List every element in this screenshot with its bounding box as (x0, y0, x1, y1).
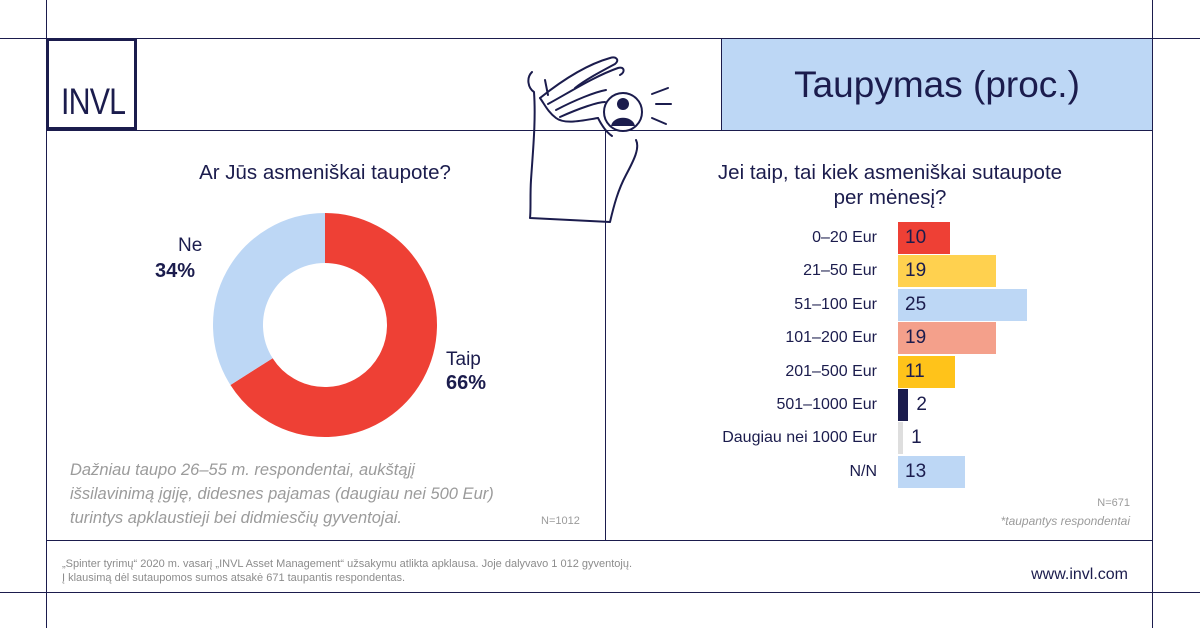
title-box: Taupymas (proc.) (721, 38, 1153, 131)
insight-note: Dažniau taupo 26–55 m. respondentai, auk… (70, 458, 600, 530)
website-link[interactable]: www.invl.com (1031, 566, 1128, 583)
left-sample-size: N=1012 (541, 515, 580, 527)
note-line: turintys apklaustieji bei didmiesčių gyv… (70, 509, 402, 527)
content-bottom-rule (46, 540, 1152, 541)
footer-rule (0, 592, 1200, 593)
left-rule (46, 0, 47, 628)
footer-source-line: Į klausimą dėl sutaupomos sumos atsakė 6… (62, 572, 406, 584)
page-title: Taupymas (proc.) (794, 63, 1080, 105)
bar-row: 51–100 Eur 25 (690, 288, 1140, 321)
donut-slice-taip (230, 213, 437, 437)
bar-category-label: 501–1000 Eur (776, 396, 877, 413)
bar-row: 201–500 Eur 11 (690, 355, 1140, 388)
bar-category-label: Daugiau nei 1000 Eur (722, 429, 877, 447)
bar-category-label: 0–20 Eur (812, 229, 877, 246)
donut-label-taip: Taip (446, 349, 481, 370)
bar-category-label: 101–200 Eur (785, 329, 877, 347)
bar-row: 101–200 Eur 19 (690, 322, 1140, 355)
top-rule (0, 38, 1200, 39)
right-rule (1152, 0, 1153, 628)
bar-chart-title-line: Jei taip, tai kiek asmeniškai sutaupote (717, 161, 1063, 184)
donut-chart-title: Ar Jūs asmeniškai taupote? (199, 161, 451, 184)
bar-row: Daugiau nei 1000 Eur 1 (690, 422, 1140, 455)
bar (898, 255, 997, 288)
bar (898, 455, 966, 488)
donut-slice-ne (213, 213, 326, 385)
bar-chart-title-line: per mėnesį? (833, 186, 947, 209)
bar-value-label: 11 (905, 360, 925, 382)
right-footnote: *taupantys respondentai (1000, 514, 1130, 528)
bar-category-label: 21–50 Eur (803, 262, 877, 280)
bar (898, 355, 955, 388)
brand-logo[interactable]: INVL (46, 38, 137, 130)
bar-row: N/N 13 (690, 455, 1140, 488)
donut-label-ne: Ne (178, 235, 203, 256)
bar-row: 0–20 Eur 10 (690, 222, 1140, 254)
right-sample-size: N=671 (1097, 497, 1130, 509)
bar-value-label: 10 (905, 227, 927, 248)
bar-value-label: 1 (911, 427, 922, 449)
bar-chart: 0–20 Eur 10 21–50 Eur 19 51–100 Eur 25 101–200… (690, 222, 1140, 492)
header-bottom-rule (46, 130, 1152, 131)
center-divider (605, 130, 606, 540)
bar-value-label: 13 (905, 460, 927, 482)
bar-row: 21–50 Eur 19 (690, 255, 1140, 288)
bar-value-label: 25 (905, 293, 927, 315)
bar-chart-title: Jei taip, tai kiek asmeniškai sutaupote … (690, 160, 1090, 210)
bar-value-label: 2 (916, 394, 927, 415)
bar (898, 422, 904, 455)
donut-value-ne: 34% (155, 260, 196, 282)
bar-value-label: 19 (905, 260, 927, 282)
logo-text: INVL (61, 81, 126, 122)
bar-row: 501–1000 Eur 2 (690, 389, 1140, 421)
bar (898, 389, 909, 421)
bar-category-label: 201–500 Eur (785, 362, 877, 380)
hand-holding-coin-icon (527, 56, 672, 223)
bar-category-label: 51–100 Eur (794, 295, 877, 313)
note-line: Dažniau taupo 26–55 m. respondentai, auk… (70, 461, 415, 479)
bar-value-label: 19 (905, 327, 927, 349)
footer-source-line: „Spinter tyrimų“ 2020 m. vasarį „INVL As… (62, 558, 633, 570)
bar (898, 322, 997, 355)
donut-chart (213, 213, 437, 437)
bar (898, 288, 1027, 321)
note-line: išsilavinimą įgiję, didesnes pajamas (da… (70, 485, 494, 503)
bar (898, 222, 950, 254)
bar-category-label: N/N (849, 462, 877, 480)
donut-value-taip: 66% (446, 372, 487, 394)
